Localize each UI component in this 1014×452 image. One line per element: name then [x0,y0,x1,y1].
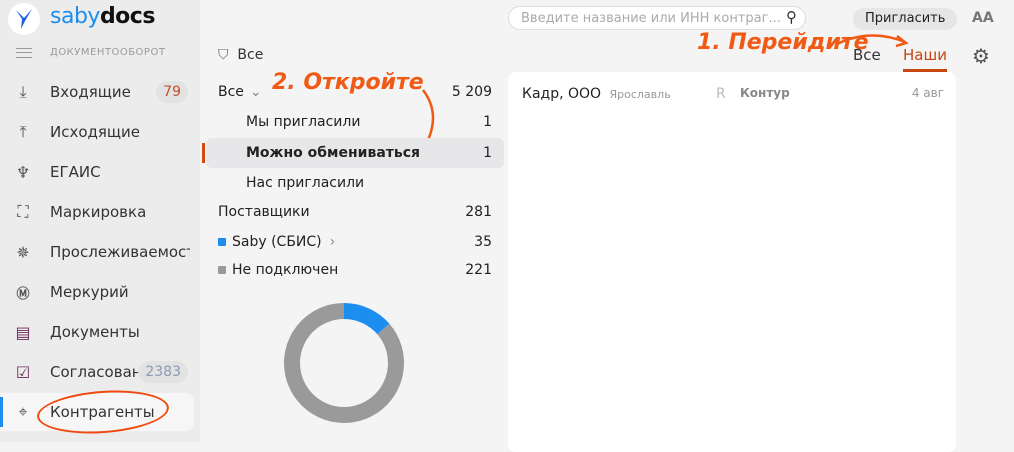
section-title: ДОКУМЕНТООБОРОТ [50,47,166,58]
eagle-emblem-icon: ✵ [16,242,30,262]
connection-donut-chart [284,303,404,423]
count-badge: 79 [156,81,188,103]
chevron-down-icon[interactable]: ⌄ [249,84,262,100]
sidebar-item-marking[interactable]: ⛶ Маркировка [0,193,194,231]
documents-icon: ▤ [15,322,31,342]
filter-icon: ⛉ [218,47,229,63]
tree-item-saby[interactable]: Saby (СБИС) › 35 [206,227,504,257]
font-size-toggle[interactable]: AA [972,10,994,26]
hamburger-menu-icon[interactable] [16,48,32,58]
tree-item-suppliers[interactable]: Поставщики 281 [218,204,492,220]
sidebar-item-approvals[interactable]: ☑Согласования2383 [0,353,194,391]
tree-item-invited-us[interactable]: Нас пригласили [246,175,365,191]
sidebar-item-contractors[interactable]: ⌖ Контрагенты [0,393,194,431]
tree-item-can-exchange[interactable]: Можно обмениваться 1 [202,138,504,168]
contractors-list: Кадр, ООО Ярославль R Контур 4 авг [508,72,956,452]
tree-item-all[interactable]: Все ⌄ 5 209 [218,84,492,100]
donut-slice [284,303,404,423]
brand-name: sabydocs [50,4,155,29]
saby-logo[interactable] [8,3,40,35]
chevron-right-icon[interactable]: › [329,234,336,250]
tree-item-we-invited[interactable]: Мы пригласили 1 [246,114,492,130]
scan-check-icon: ⛶ [17,202,29,221]
annotation-arrow-1 [836,34,909,48]
sidebar-item-incoming[interactable]: ⤓ Входящие 79 [0,73,194,111]
search-icon[interactable]: ⚲ [786,8,797,26]
count-badge: 2383 [138,361,188,383]
sidebar-item-traceability[interactable]: ✵ Прослеживаемость [0,233,194,271]
tree-item-not-connected[interactable]: Не подключен 221 [206,255,504,285]
legend-dot [218,238,226,246]
mercury-m-icon: Ⓜ [16,286,30,302]
filter-button[interactable]: ⛉ Все [218,47,264,63]
legend-dot [218,266,226,274]
wine-glass-icon: ♆ [15,162,31,182]
donut-slice [343,303,390,335]
sidebar-item-documents[interactable]: ▤ Документы [0,313,194,351]
contractors-location-icon: ⌖ [18,402,28,421]
settings-gear-icon[interactable]: ⚙ [972,44,990,68]
sidebar-item-egais[interactable]: ♆ ЕГАИС [0,153,194,191]
tab-all[interactable]: Все [853,46,881,64]
inbox-download-icon: ⤓ [19,82,27,101]
operator-mark: R [716,86,726,102]
approval-clipboard-icon: ☑ [15,362,31,382]
sidebar: sabydocs ДОКУМЕНТООБОРОТ ⤓ Входящие 79 ⤒ Ис… [0,0,200,442]
search-input[interactable]: Введите название или ИНН контраг... ⚲ [508,6,806,30]
invite-button[interactable]: Пригласить [853,8,958,30]
annotation-step2: 2. Откройте [272,70,424,95]
sidebar-item-mercury[interactable]: Ⓜ Меркурий [0,273,194,311]
list-item[interactable]: Кадр, ООО Ярославль R Контур 4 авг [522,86,944,102]
tab-ours[interactable]: Наши [903,46,947,72]
sidebar-item-outgoing[interactable]: ⤒ Исходящие [0,113,194,151]
outbox-upload-icon: ⤒ [19,122,27,141]
